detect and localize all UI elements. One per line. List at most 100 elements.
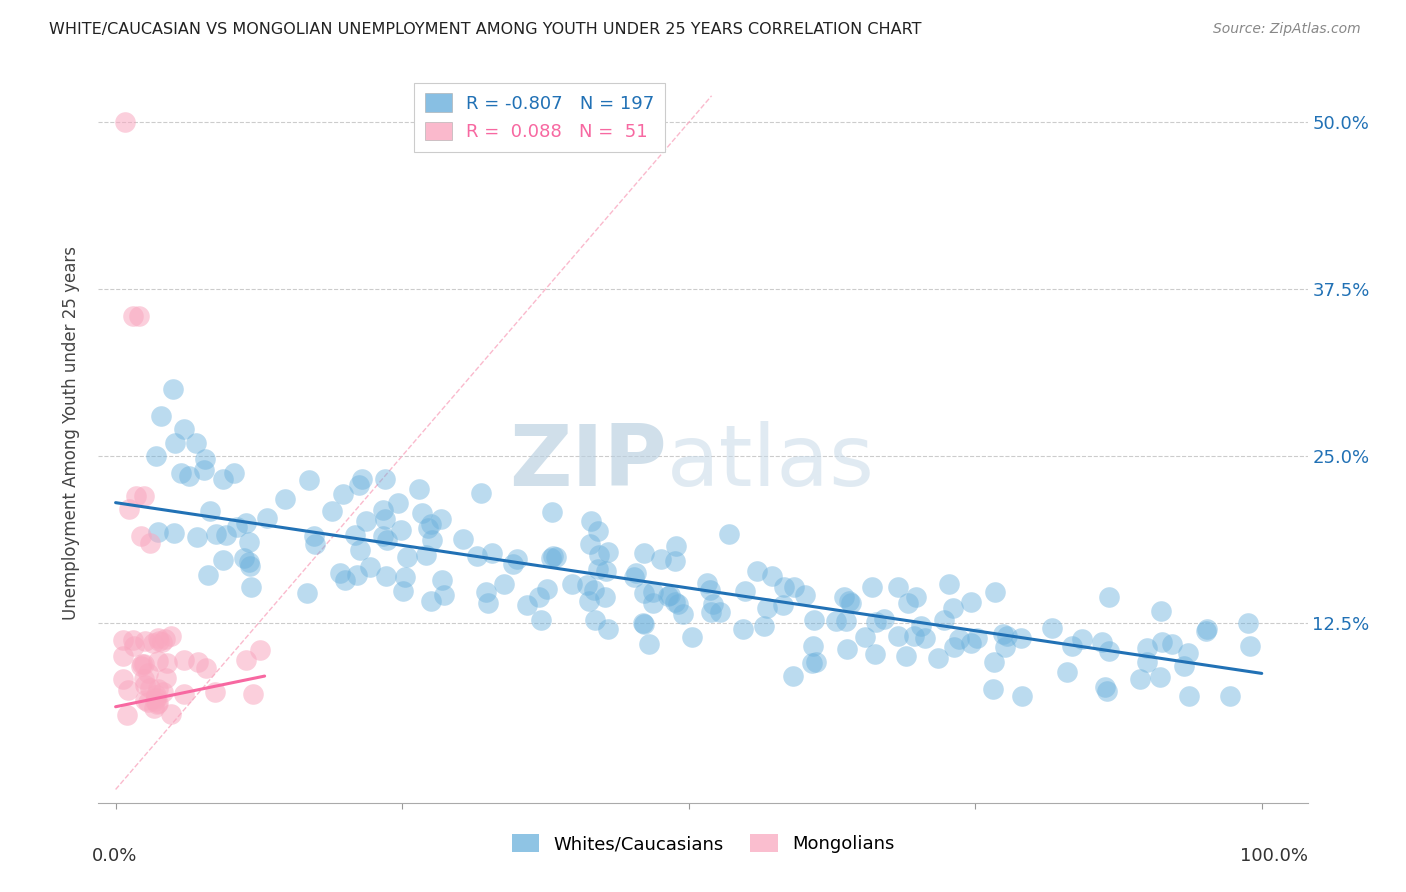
Point	[179, 469, 201, 483]
Point	[173, 652, 195, 666]
Point	[419, 517, 441, 532]
Point	[825, 615, 848, 629]
Point	[150, 409, 173, 423]
Point	[983, 584, 1005, 599]
Point	[387, 496, 409, 510]
Point	[873, 612, 896, 626]
Point	[761, 568, 783, 582]
Point	[155, 657, 177, 671]
Point	[633, 585, 655, 599]
Point	[717, 526, 740, 541]
Point	[148, 696, 170, 710]
Point	[887, 629, 910, 643]
Point	[650, 552, 672, 566]
Point	[948, 632, 970, 646]
Point	[894, 648, 917, 663]
Point	[960, 636, 983, 650]
Point	[195, 661, 218, 675]
Point	[430, 573, 453, 587]
Point	[983, 681, 1005, 696]
Point	[794, 588, 817, 602]
Point	[754, 619, 776, 633]
Point	[146, 697, 169, 711]
Point	[451, 533, 474, 547]
Point	[333, 573, 356, 587]
Point	[583, 582, 606, 597]
Point	[773, 580, 796, 594]
Point	[242, 687, 264, 701]
Point	[530, 613, 553, 627]
Point	[666, 597, 689, 611]
Point	[354, 514, 377, 528]
Point	[575, 577, 598, 591]
Point	[897, 596, 920, 610]
Point	[132, 657, 155, 671]
Point	[475, 585, 498, 599]
Point	[197, 567, 219, 582]
Point	[527, 590, 550, 604]
Point	[671, 607, 693, 622]
Point	[588, 562, 610, 576]
Point	[349, 542, 371, 557]
Point	[235, 516, 257, 530]
Point	[887, 580, 910, 594]
Point	[343, 527, 366, 541]
Point	[117, 682, 139, 697]
Point	[633, 617, 655, 632]
Y-axis label: Unemployment Among Youth under 25 years: Unemployment Among Youth under 25 years	[62, 245, 80, 620]
Point	[240, 580, 263, 594]
Point	[170, 467, 193, 481]
Point	[745, 564, 768, 578]
Point	[1010, 631, 1032, 645]
Point	[122, 639, 145, 653]
Point	[993, 627, 1015, 641]
Point	[586, 524, 609, 538]
Point	[536, 582, 558, 596]
Point	[960, 595, 983, 609]
Point	[152, 685, 174, 699]
Point	[146, 654, 169, 668]
Point	[200, 504, 222, 518]
Point	[375, 533, 398, 548]
Point	[138, 681, 160, 695]
Text: WHITE/CAUCASIAN VS MONGOLIAN UNEMPLOYMENT AMONG YOUTH UNDER 25 YEARS CORRELATION: WHITE/CAUCASIAN VS MONGOLIAN UNEMPLOYMEN…	[49, 22, 922, 37]
Point	[142, 636, 165, 650]
Point	[389, 523, 412, 537]
Point	[163, 526, 186, 541]
Point	[1150, 604, 1173, 618]
Point	[256, 510, 278, 524]
Point	[416, 521, 439, 535]
Point	[1149, 670, 1171, 684]
Point	[966, 631, 988, 645]
Point	[1195, 624, 1218, 639]
Point	[465, 549, 488, 563]
Point	[160, 629, 183, 643]
Point	[205, 527, 228, 541]
Point	[374, 511, 396, 525]
Point	[347, 477, 370, 491]
Point	[302, 529, 325, 543]
Point	[664, 595, 686, 609]
Point	[129, 659, 152, 673]
Point	[579, 514, 602, 528]
Point	[359, 560, 381, 574]
Point	[1062, 639, 1084, 653]
Point	[148, 631, 170, 645]
Point	[772, 599, 794, 613]
Point	[238, 535, 260, 549]
Point	[641, 584, 664, 599]
Point	[839, 596, 862, 610]
Point	[150, 634, 173, 648]
Text: Source: ZipAtlas.com: Source: ZipAtlas.com	[1213, 22, 1361, 37]
Text: atlas: atlas	[666, 421, 875, 504]
Point	[274, 491, 297, 506]
Point	[138, 695, 160, 709]
Point	[588, 549, 610, 563]
Point	[375, 568, 398, 582]
Point	[595, 564, 617, 578]
Point	[408, 483, 430, 497]
Point	[700, 605, 723, 619]
Point	[114, 115, 136, 129]
Point	[148, 524, 170, 539]
Point	[516, 598, 538, 612]
